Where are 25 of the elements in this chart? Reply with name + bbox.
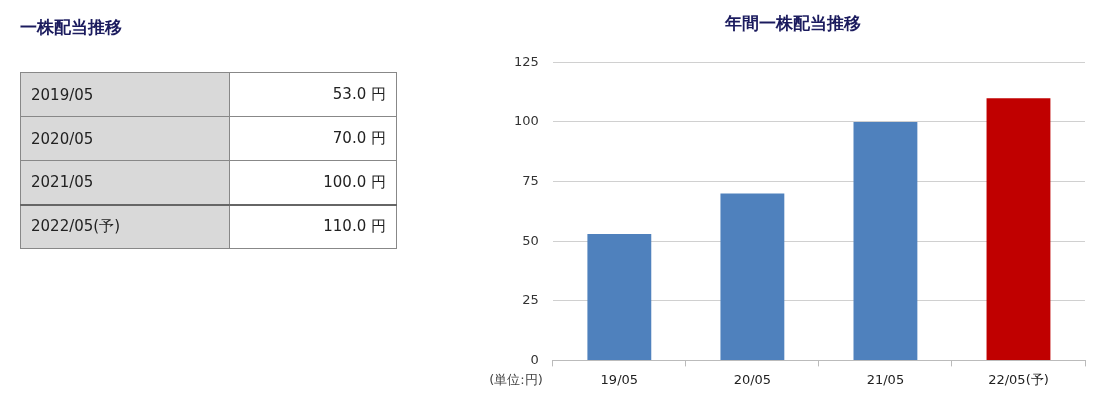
text: 2020/05 xyxy=(20,116,230,161)
bar xyxy=(853,122,918,360)
y-tick-label: 75 xyxy=(522,172,539,188)
bar xyxy=(986,98,1051,360)
text: (単位:円) xyxy=(489,371,543,387)
x-tick-label: 21/05 xyxy=(866,371,905,387)
y-tick-label: 25 xyxy=(522,292,539,308)
text: 2021/05 xyxy=(20,160,230,205)
text: 一株配当推移 xyxy=(20,16,122,39)
y-tick-label: 50 xyxy=(522,232,539,248)
text: 2022/05(予) xyxy=(20,204,230,249)
chart-title: 年間一株配当推移 xyxy=(723,12,861,33)
bar xyxy=(587,234,652,360)
text: 2019/05 xyxy=(20,72,230,117)
bar xyxy=(720,193,785,360)
text: 110.0 円 xyxy=(229,204,397,249)
text: 70.0 円 xyxy=(229,116,397,161)
text: 53.0 円 xyxy=(229,72,397,117)
y-tick-label: 125 xyxy=(513,53,539,69)
y-tick-label: 0 xyxy=(530,351,539,367)
x-tick-label: 19/05 xyxy=(600,371,639,387)
x-tick-label: 22/05(予) xyxy=(988,371,1049,387)
x-tick-label: 20/05 xyxy=(733,371,772,387)
text: 100.0 円 xyxy=(229,160,397,205)
y-tick-label: 100 xyxy=(513,113,539,129)
